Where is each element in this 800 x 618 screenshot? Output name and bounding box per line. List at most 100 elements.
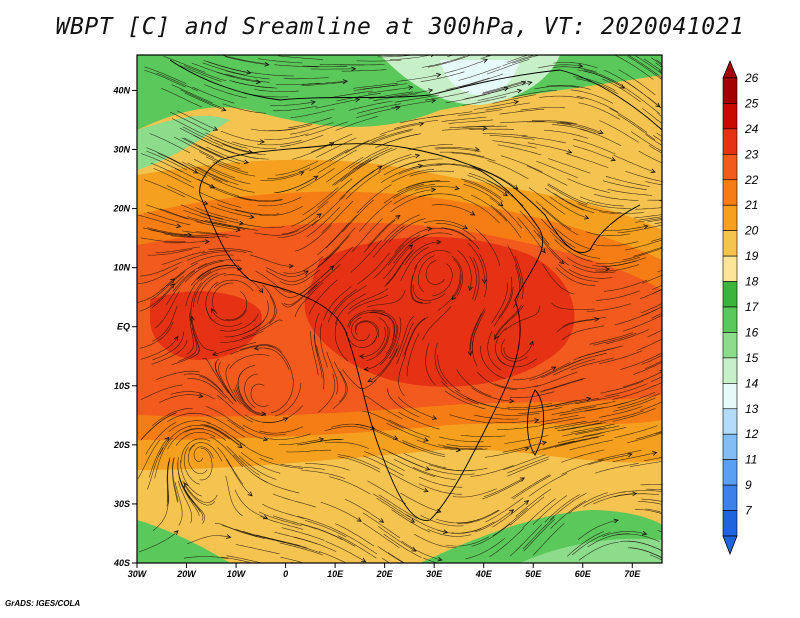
streamline [509,524,542,557]
streamline-arrow [559,259,565,265]
streamline [572,264,616,274]
streamline [200,423,240,446]
streamline [514,255,524,300]
streamline [244,300,269,334]
streamline [193,135,235,154]
streamline-arrow [524,500,530,505]
streamline [535,371,578,387]
colorbar-swatch [722,510,738,537]
streamline [430,468,475,475]
streamline [583,69,625,88]
streamline [383,244,413,280]
streamline [254,230,299,236]
streamline [522,516,555,550]
lon-tick-label: 60E [575,569,592,579]
colorbar-label: 23 [744,147,759,161]
streamline [242,319,283,339]
streamline [542,207,579,235]
streamline [623,80,661,108]
streamline [540,379,584,393]
streamline [473,101,519,110]
streamline [403,317,426,357]
coastline [469,164,641,253]
streamline [334,320,348,362]
streamline [409,170,455,177]
streamline-arrow [527,80,533,86]
streamline [226,555,264,563]
streamline [179,65,222,82]
streamline [362,410,404,429]
streamline [650,57,662,66]
streamline [577,69,620,86]
streamline [383,533,422,558]
streamline [140,412,176,441]
streamline [495,327,507,365]
streamline [435,223,477,240]
streamline-arrow [540,248,546,254]
streamline [512,90,557,98]
streamline [482,80,527,94]
streamline [520,107,566,111]
streamline [497,357,537,368]
streamline [633,246,662,257]
streamline [396,322,415,365]
streamline [654,382,662,387]
streamline [569,439,614,451]
streamline [175,432,216,446]
streamline-arrow [361,557,367,563]
streamline-arrow [173,530,179,536]
streamline [217,204,262,215]
streamline [270,101,316,106]
streamline [199,151,241,170]
streamline-arrow [470,210,476,216]
streamline-arrow [212,126,219,131]
streamline [272,105,318,112]
streamline [403,453,447,469]
streamline [453,488,497,498]
lon-tick-label: 50E [525,569,542,579]
streamline [383,214,421,241]
streamline [262,405,303,423]
streamline-arrow [423,487,429,493]
streamline [500,155,543,173]
streamline [211,308,247,322]
streamline [183,209,227,223]
streamline [210,205,254,218]
streamline [355,321,378,345]
streamline [595,256,641,264]
streamline [482,81,526,95]
streamline [425,259,445,285]
streamline [345,171,381,200]
streamline-arrow [221,107,227,112]
streamline [639,289,662,300]
streamline [286,449,332,453]
streamline [363,455,404,476]
coastline [199,143,544,521]
streamline [533,400,578,409]
colorbar-swatch [722,459,738,486]
streamline [212,342,257,356]
streamline [265,270,308,282]
streamline [614,425,658,438]
streamline [147,447,164,490]
streamline [281,213,322,235]
streamline [199,212,244,225]
streamline [396,315,415,358]
streamline [479,253,488,298]
streamline [212,161,256,177]
streamline [373,493,412,519]
streamline-arrow [395,214,401,220]
streamline [386,388,420,418]
streamline [147,249,193,256]
streamline [234,209,280,215]
streamline [201,250,247,254]
streamline [489,135,535,140]
streamline [258,58,303,64]
streamline [145,422,177,455]
streamline [345,134,386,154]
streamline [364,451,405,471]
streamline [393,119,439,129]
streamline [589,332,633,345]
streamline [534,85,580,90]
streamline [644,457,662,461]
